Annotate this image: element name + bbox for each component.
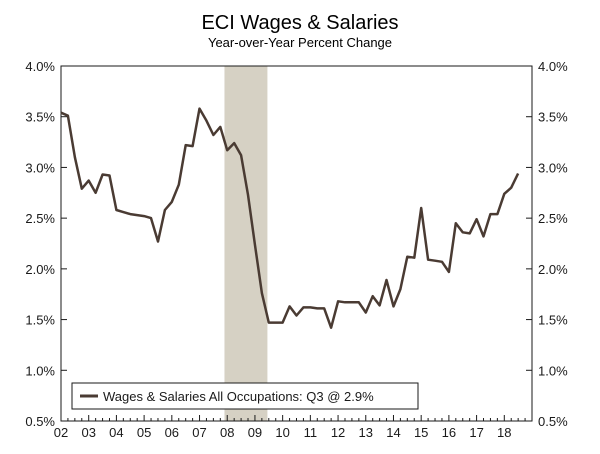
- x-tick-label: 16: [442, 425, 456, 440]
- x-tick-label: 08: [220, 425, 234, 440]
- recession-band: [224, 66, 268, 421]
- x-tick-label: 09: [248, 425, 262, 440]
- y-tick-label-right: 3.0%: [538, 160, 568, 175]
- x-tick-label: 10: [275, 425, 289, 440]
- plot-frame: [60, 65, 533, 422]
- y-tick-label-right: 2.0%: [538, 262, 568, 277]
- y-tick-label-right: 4.0%: [538, 59, 568, 74]
- recession-layer: [224, 66, 268, 421]
- x-tick-label: 17: [469, 425, 483, 440]
- x-tick-label: 05: [137, 425, 151, 440]
- x-tick-label: 13: [359, 425, 373, 440]
- x-tick-label: 14: [386, 425, 400, 440]
- y-tick-label-right: 1.0%: [538, 363, 568, 378]
- x-tick-label: 07: [192, 425, 206, 440]
- y-tick-label-left: 2.5%: [25, 211, 55, 226]
- x-tick-label: 03: [81, 425, 95, 440]
- x-tick-label: 04: [109, 425, 123, 440]
- series-line: [60, 107, 520, 329]
- x-tick-label: 18: [497, 425, 511, 440]
- y-tick-label-left: 1.5%: [25, 313, 55, 328]
- chart-subtitle: Year-over-Year Percent Change: [208, 35, 392, 50]
- x-tick-label: 15: [414, 425, 428, 440]
- y-tick-label-left: 2.0%: [25, 262, 55, 277]
- y-tick-label-left: 0.5%: [25, 414, 55, 429]
- legend: Wages & Salaries All Occupations: Q3 @ 2…: [71, 382, 419, 410]
- y-tick-label-left: 3.5%: [25, 110, 55, 125]
- y-tick-label-right: 2.5%: [538, 211, 568, 226]
- series-layer: [60, 107, 520, 329]
- y-tick-label-right: 0.5%: [538, 414, 568, 429]
- x-tick-label: 02: [54, 425, 68, 440]
- y-tick-label-left: 4.0%: [25, 59, 55, 74]
- y-tick-label-right: 3.5%: [538, 110, 568, 125]
- y-tick-label-right: 1.5%: [538, 313, 568, 328]
- y-tick-label-left: 3.0%: [25, 160, 55, 175]
- legend-label: Wages & Salaries All Occupations: Q3 @ 2…: [103, 389, 374, 404]
- x-tick-label: 06: [165, 425, 179, 440]
- axis-layer: 0.5% 0.5% 1.0% 1.0% 1.5% 1.5% 2.0% 2.0% 2.5% 2.5%…: [25, 59, 568, 440]
- x-tick-label: 12: [331, 425, 345, 440]
- chart-title: ECI Wages & Salaries: [201, 12, 398, 34]
- x-tick-label: 11: [304, 425, 318, 440]
- legend-box: [71, 382, 419, 410]
- y-tick-label-left: 1.0%: [25, 363, 55, 378]
